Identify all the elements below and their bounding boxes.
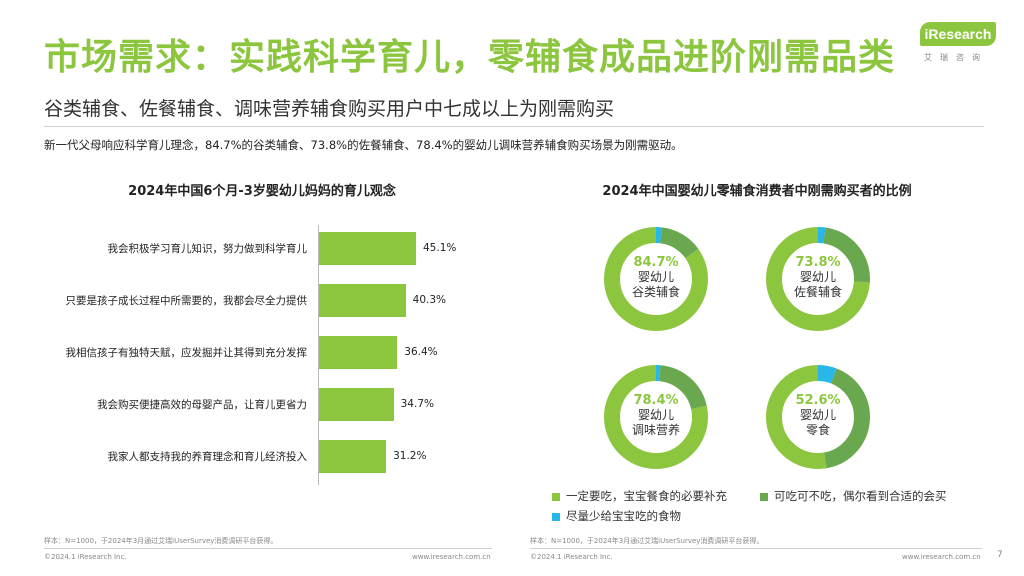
donut-label-line2: 零食 bbox=[805, 423, 830, 437]
donut-label-line1: 婴幼儿 bbox=[799, 270, 836, 284]
donut-slice bbox=[766, 365, 870, 469]
donut-label-line2: 佐餐辅食 bbox=[793, 285, 842, 299]
bar-mark bbox=[319, 336, 398, 369]
donut-chart: 78.4% 婴幼儿 调味营养 bbox=[604, 365, 708, 469]
donut-center-label: 78.4% 婴幼儿 调味营养 bbox=[604, 393, 708, 438]
legend-swatch bbox=[760, 492, 768, 501]
legend-swatch bbox=[552, 512, 560, 521]
donut-chart-title: 2024年中国婴幼儿零辅食消费者中刚需购买者的比例 bbox=[602, 184, 912, 199]
donut-slice bbox=[766, 227, 870, 331]
bar-value-label: 45.1% bbox=[423, 242, 457, 254]
donut-slice bbox=[766, 227, 870, 331]
donut-slice bbox=[604, 227, 708, 331]
copyright-left: ©2024.1 iResearch Inc. bbox=[44, 553, 127, 561]
bar-category-label: 我会购买便捷高效的母婴产品，让育儿更省力 bbox=[97, 399, 307, 411]
donut-percentage: 78.4% bbox=[633, 393, 679, 408]
bar-value-label: 34.7% bbox=[400, 398, 434, 410]
header-divider bbox=[44, 126, 984, 127]
bar-mark bbox=[319, 284, 406, 317]
donut-slice bbox=[604, 365, 708, 469]
bar-category-label: 只要是孩子成长过程中所需要的，我都会尽全力提供 bbox=[65, 295, 308, 307]
legend-item: 尽量少给宝宝吃的食物 bbox=[552, 508, 681, 524]
bar-chart-axis bbox=[318, 225, 319, 485]
donut-label-line1: 婴幼儿 bbox=[637, 270, 674, 284]
donut-percentage: 84.7% bbox=[633, 255, 679, 270]
donut-label-line1: 婴幼儿 bbox=[799, 408, 836, 422]
donut-chart: 84.7% 婴幼儿 谷类辅食 bbox=[604, 227, 708, 331]
page-description: 新一代父母响应科学育儿理念，84.7%的谷类辅食、73.8%的佐餐辅食、78.4… bbox=[44, 138, 683, 152]
bar-mark bbox=[319, 440, 387, 473]
donut-center-label: 52.6% 婴幼儿 零食 bbox=[766, 393, 870, 438]
footer-divider-right bbox=[530, 548, 982, 549]
legend-item: 可吃可不吃，偶尔看到合适的会买 bbox=[760, 488, 947, 504]
page-subtitle: 谷类辅食、佐餐辅食、调味营养辅食购买用户中七成以上为刚需购买 bbox=[44, 98, 615, 120]
donut-chart: 52.6% 婴幼儿 零食 bbox=[766, 365, 870, 469]
legend-label: 一定要吃，宝宝餐食的必要补充 bbox=[566, 489, 727, 503]
donut-center-label: 84.7% 婴幼儿 谷类辅食 bbox=[604, 255, 708, 300]
donut-svg bbox=[766, 365, 870, 469]
bar-category-label: 我相信孩子有独特天赋，应发掘并让其得到充分发挥 bbox=[65, 347, 308, 359]
donut-chart: 73.8% 婴幼儿 佐餐辅食 bbox=[766, 227, 870, 331]
donut-svg bbox=[604, 227, 708, 331]
bar-value-label: 40.3% bbox=[412, 294, 447, 306]
donut-center-label: 73.8% 婴幼儿 佐餐辅食 bbox=[766, 255, 870, 300]
url-left[interactable]: www.iresearch.com.cn bbox=[412, 553, 491, 561]
bar-value-label: 36.4% bbox=[404, 346, 438, 358]
bar-value-label: 31.2% bbox=[393, 450, 427, 462]
footnote-right: 样本：N=1000，于2024年3月通过艾瑞iUserSurvey消费调研平台获… bbox=[530, 537, 764, 545]
legend-label: 可吃可不吃，偶尔看到合适的会买 bbox=[774, 489, 947, 503]
bar-chart-title: 2024年中国6个月-3岁婴幼儿妈妈的育儿观念 bbox=[128, 184, 396, 199]
footer-divider-left bbox=[44, 548, 492, 549]
url-right[interactable]: www.iresearch.com.cn bbox=[902, 553, 981, 561]
bar-mark bbox=[319, 232, 416, 265]
donut-svg bbox=[604, 365, 708, 469]
legend-item: 一定要吃，宝宝餐食的必要补充 bbox=[552, 488, 727, 504]
donut-label-line2: 调味营养 bbox=[631, 423, 680, 437]
donut-label-line2: 谷类辅食 bbox=[631, 285, 680, 299]
page-title: 市场需求：实践科学育儿，零辅食成品进阶刚需品类 bbox=[44, 37, 896, 78]
legend-label: 尽量少给宝宝吃的食物 bbox=[566, 509, 681, 523]
iresearch-logo: iResearch 艾瑞咨询 bbox=[920, 22, 1000, 66]
donut-label-line1: 婴幼儿 bbox=[637, 408, 674, 422]
logo-sub: 艾瑞咨询 bbox=[924, 53, 988, 62]
donut-percentage: 73.8% bbox=[795, 255, 841, 270]
donut-slice bbox=[766, 365, 870, 469]
copyright-right: ©2024.1 iResearch Inc. bbox=[530, 553, 613, 561]
bar-category-label: 我会积极学习育儿知识，努力做到科学育儿 bbox=[107, 243, 308, 255]
logo-brand: iResearch bbox=[920, 22, 996, 46]
bar-category-label: 我家人都支持我的养育理念和育儿经济投入 bbox=[107, 451, 308, 463]
bar-mark bbox=[319, 388, 394, 421]
page-number: 7 bbox=[997, 550, 1003, 560]
footnote-left: 样本：N=1000，于2024年3月通过艾瑞iUserSurvey消费调研平台获… bbox=[44, 537, 278, 545]
legend-swatch bbox=[552, 492, 560, 501]
donut-svg bbox=[766, 227, 870, 331]
donut-percentage: 52.6% bbox=[795, 393, 841, 408]
